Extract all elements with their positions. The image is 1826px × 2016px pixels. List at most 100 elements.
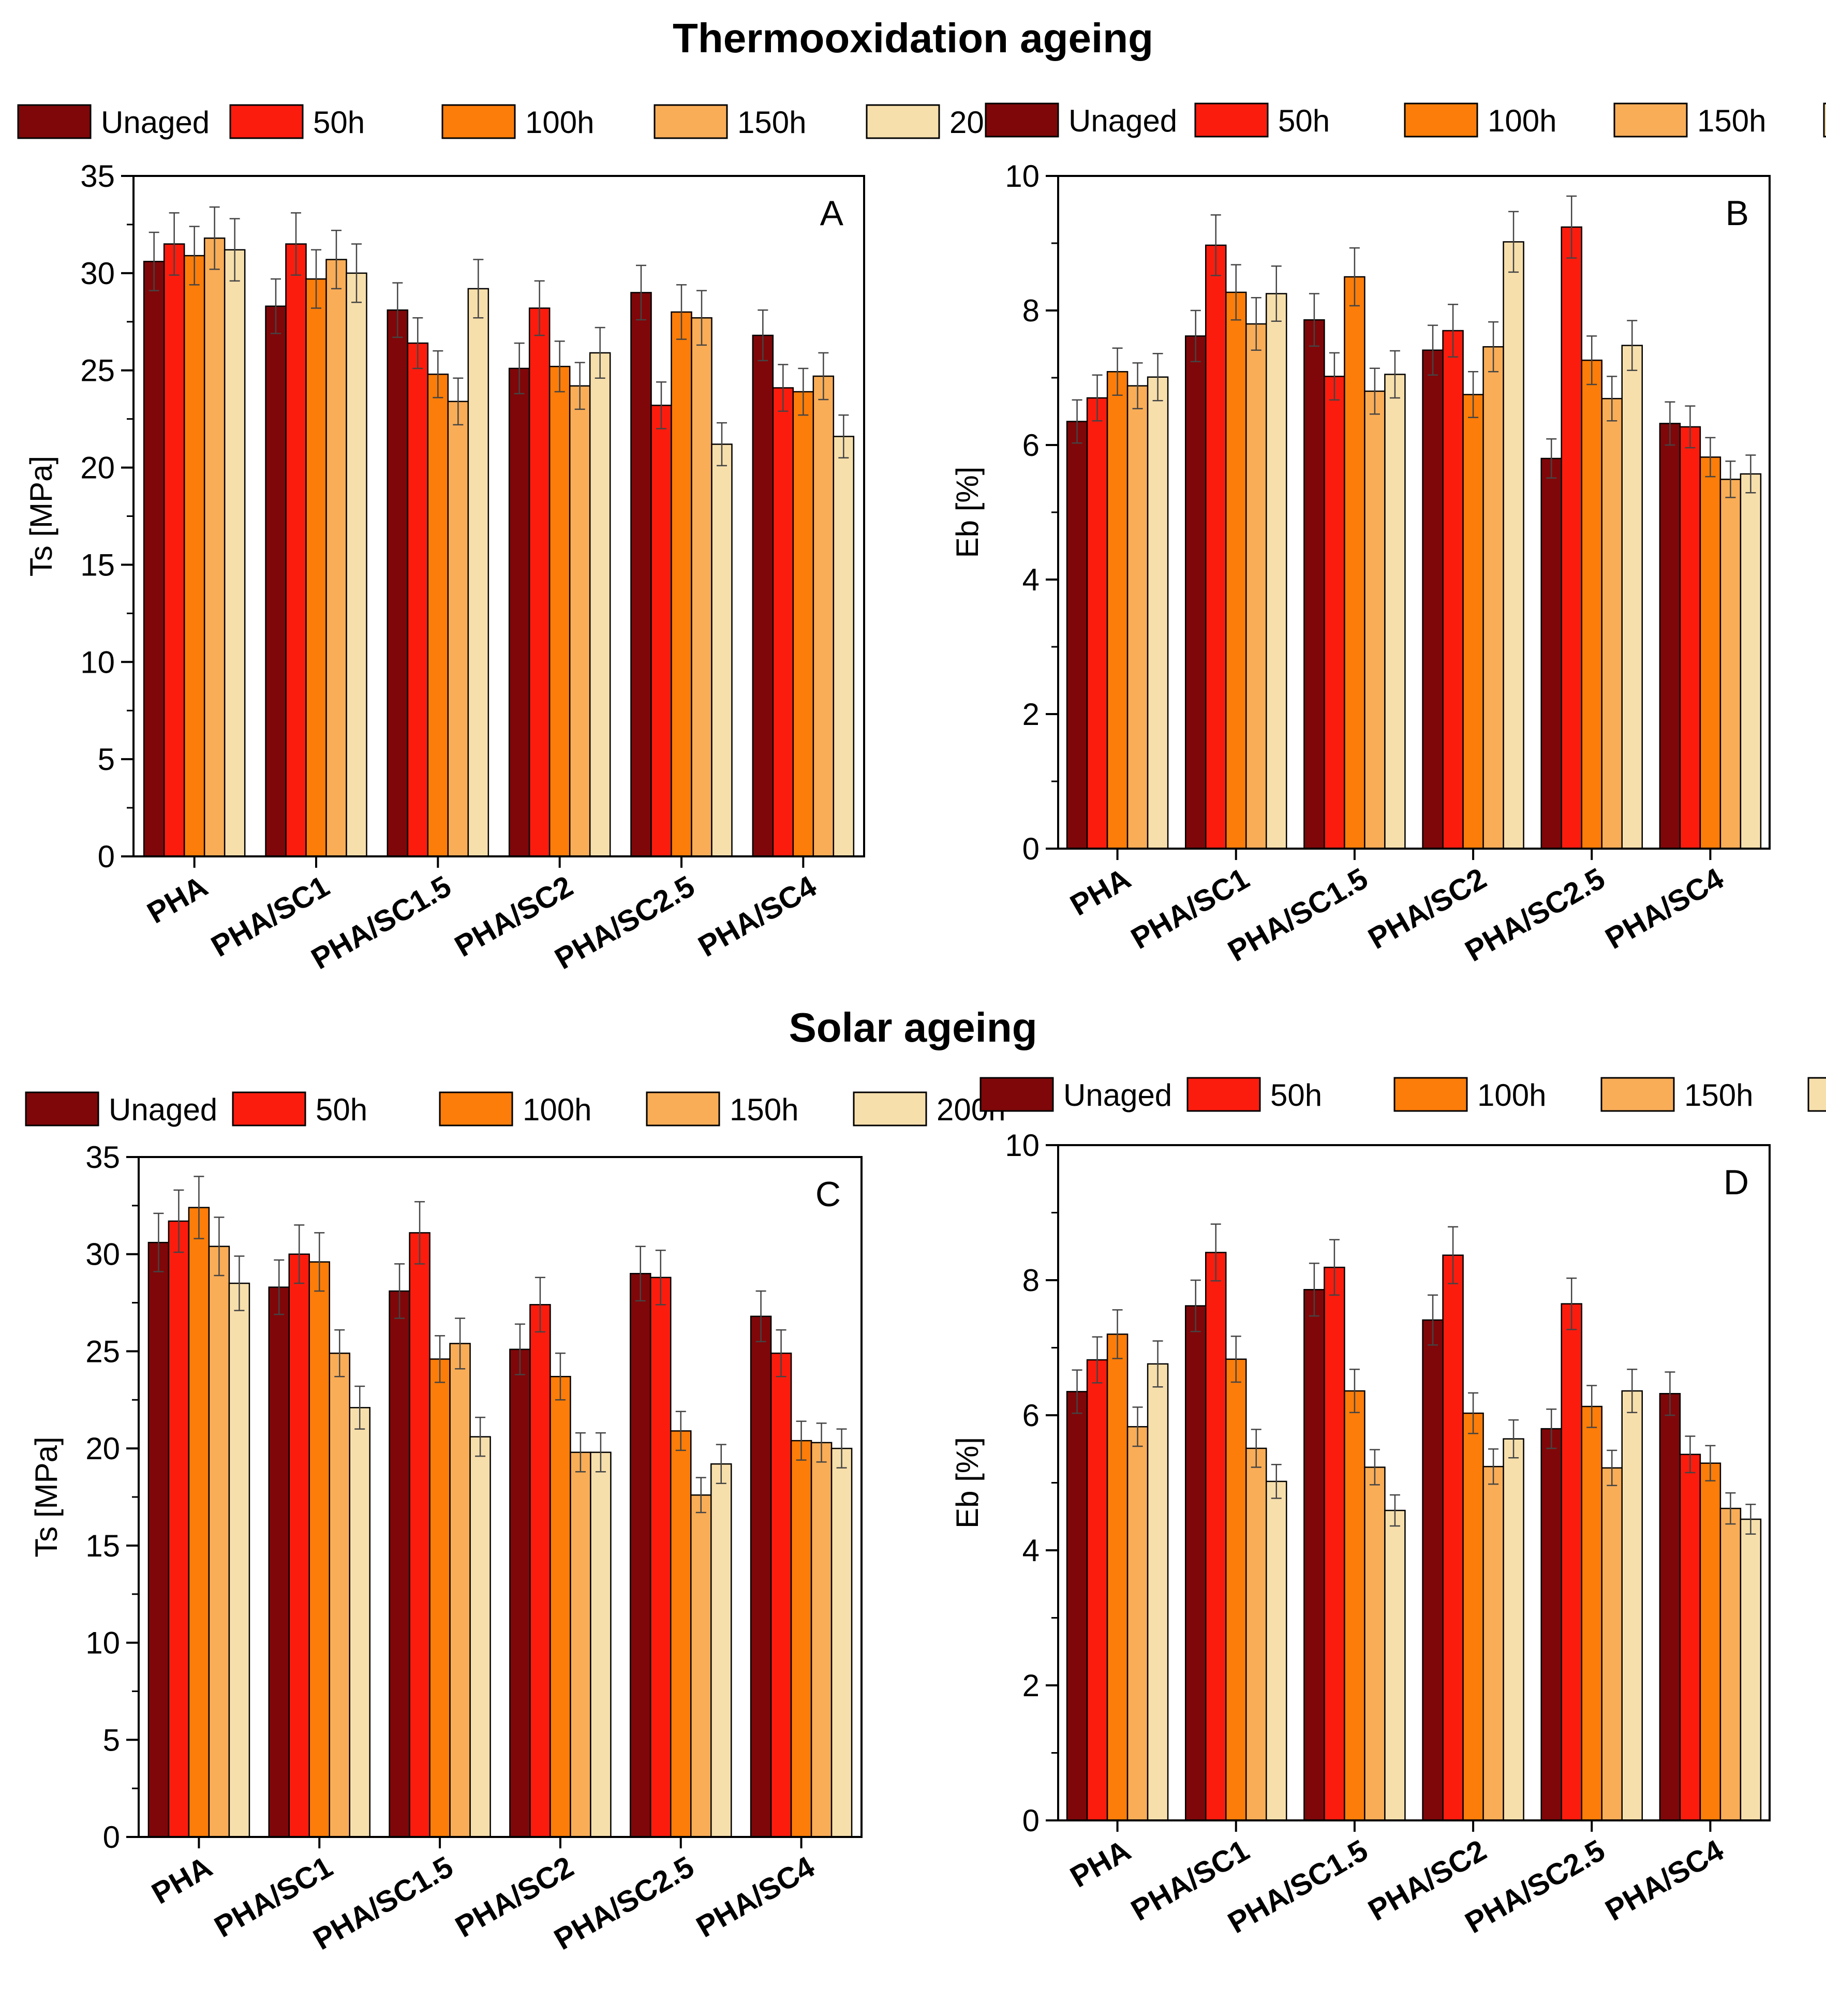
y-axis-label: Ts [MPa] <box>29 1436 64 1557</box>
bar-B-PHA/SC4-200h <box>1740 473 1762 850</box>
bar-C-PHA-100h <box>188 1207 210 1838</box>
legend-swatch-200h <box>1823 102 1826 138</box>
bar-C-PHA/SC2-Unaged <box>509 1348 531 1838</box>
bar-B-PHA/SC2.5-200h <box>1621 345 1643 850</box>
bar-A-PHA/SC4-100h <box>792 391 814 857</box>
legend-label-150h: 150h <box>1697 103 1766 138</box>
x-tick-label-PHA/SC4: PHA/SC4 <box>691 1850 820 1944</box>
bar-B-PHA-50h <box>1086 397 1108 850</box>
y-tick-label: 15 <box>80 547 115 582</box>
bar-D-PHA/SC4-Unaged <box>1659 1392 1681 1821</box>
bar-C-PHA/SC1-50h <box>288 1253 310 1838</box>
bar-A-PHA/SC2-Unaged <box>508 367 530 857</box>
legend-swatch-100h <box>1393 1077 1468 1112</box>
bar-C-PHA-150h <box>208 1246 230 1838</box>
legend-label-100h: 100h <box>525 105 594 140</box>
y-tick-label: 30 <box>85 1237 120 1272</box>
bar-D-PHA/SC1-Unaged <box>1185 1305 1207 1821</box>
legend-swatch-100h <box>441 104 516 139</box>
legend-swatch-Unaged <box>17 104 92 139</box>
bar-B-PHA/SC2-150h <box>1482 346 1504 850</box>
bar-B-PHA/SC1.5-150h <box>1364 390 1386 850</box>
bar-A-PHA/SC1.5-50h <box>407 342 429 857</box>
legend-label-Unaged: Unaged <box>1063 1078 1172 1113</box>
bar-C-PHA/SC2.5-50h <box>650 1277 672 1838</box>
bar-B-PHA/SC4-100h <box>1699 456 1721 850</box>
bar-A-PHA/SC1-Unaged <box>265 305 287 857</box>
y-tick-label: 5 <box>98 742 115 777</box>
legend-swatch-Unaged <box>25 1091 99 1126</box>
y-tick-label: 2 <box>1022 697 1040 732</box>
bar-D-PHA/SC2-100h <box>1462 1412 1484 1821</box>
y-tick-label: 10 <box>80 645 115 679</box>
bar-D-PHA/SC4-50h <box>1679 1454 1701 1821</box>
legend-swatch-150h <box>1600 1077 1675 1112</box>
legend-label-150h: 150h <box>737 105 806 140</box>
y-tick-label: 10 <box>1005 1128 1040 1163</box>
y-axis-label: Eb [%] <box>950 1437 985 1529</box>
legend-swatch-200h <box>866 104 940 139</box>
bar-A-PHA/SC2-200h <box>589 352 611 857</box>
y-tick-label: 25 <box>80 353 115 388</box>
bar-D-PHA/SC1.5-100h <box>1344 1390 1365 1821</box>
bar-C-PHA/SC2-200h <box>590 1451 612 1838</box>
bar-C-PHA/SC4-150h <box>810 1442 833 1838</box>
legend-swatch-100h <box>1404 102 1478 138</box>
bar-C-PHA/SC1.5-100h <box>429 1358 451 1838</box>
bar-A-PHA-Unaged <box>143 261 165 857</box>
bar-D-PHA/SC1.5-150h <box>1364 1466 1386 1821</box>
y-tick-label: 30 <box>80 256 115 291</box>
x-tick-label-PHA: PHA <box>142 869 214 930</box>
bar-C-PHA/SC2-50h <box>529 1304 551 1838</box>
y-tick-label: 8 <box>1022 1263 1040 1298</box>
bar-D-PHA/SC1.5-200h <box>1384 1509 1406 1821</box>
bar-B-PHA/SC4-Unaged <box>1659 423 1681 850</box>
legend-label-100h: 100h <box>1477 1078 1546 1113</box>
bar-D-PHA/SC1.5-50h <box>1324 1266 1345 1821</box>
bar-B-PHA/SC1.5-Unaged <box>1303 319 1325 850</box>
bar-B-PHA/SC1.5-50h <box>1324 376 1345 850</box>
bar-D-PHA/SC1-50h <box>1205 1252 1227 1821</box>
bar-A-PHA/SC1.5-150h <box>447 401 469 857</box>
legend-swatch-Unaged <box>979 1077 1054 1112</box>
bar-A-PHA/SC1-200h <box>346 272 367 857</box>
bar-C-PHA/SC1-200h <box>349 1407 370 1838</box>
y-tick-label: 10 <box>85 1626 120 1661</box>
bar-C-PHA/SC1-100h <box>308 1261 330 1838</box>
legend-swatch-200h <box>1807 1077 1826 1112</box>
legend-label-50h: 50h <box>1270 1078 1322 1113</box>
legend-swatch-200h <box>853 1091 927 1126</box>
bar-C-PHA-200h <box>228 1282 250 1838</box>
bar-A-PHA-150h <box>203 237 226 857</box>
bar-B-PHA/SC1.5-100h <box>1344 276 1365 850</box>
legend-label-50h: 50h <box>316 1092 367 1127</box>
bar-D-PHA-100h <box>1106 1333 1129 1821</box>
bar-D-PHA/SC2.5-50h <box>1561 1303 1582 1821</box>
bar-B-PHA/SC2.5-Unaged <box>1540 457 1562 850</box>
bar-C-PHA/SC2.5-150h <box>690 1494 712 1838</box>
bar-A-PHA-200h <box>224 249 246 857</box>
y-tick-label: 5 <box>103 1723 120 1757</box>
bar-D-PHA/SC2.5-Unaged <box>1540 1428 1562 1821</box>
legend-label-Unaged: Unaged <box>109 1092 217 1127</box>
bar-D-PHA/SC2-200h <box>1503 1438 1524 1821</box>
bar-D-PHA/SC2.5-200h <box>1621 1390 1643 1821</box>
legend-swatch-150h <box>646 1091 720 1126</box>
bar-D-PHA/SC1-150h <box>1245 1447 1267 1821</box>
bar-A-PHA/SC4-200h <box>833 436 855 857</box>
bar-D-PHA/SC2-50h <box>1442 1254 1464 1821</box>
bar-B-PHA/SC2-200h <box>1503 241 1524 850</box>
x-tick-label-PHA: PHA <box>146 1850 218 1911</box>
x-tick-label-PHA/SC2.5: PHA/SC2.5 <box>549 869 700 976</box>
bar-B-PHA/SC2-50h <box>1442 330 1464 850</box>
bar-B-PHA/SC1-100h <box>1225 291 1247 850</box>
bar-C-PHA/SC1.5-50h <box>409 1232 430 1838</box>
bar-D-PHA/SC4-150h <box>1719 1507 1742 1821</box>
bar-B-PHA/SC2-Unaged <box>1422 349 1444 850</box>
bar-A-PHA/SC2.5-100h <box>671 311 692 857</box>
bar-D-PHA/SC2-150h <box>1482 1465 1504 1821</box>
bar-C-PHA/SC4-Unaged <box>750 1315 772 1838</box>
bar-C-PHA/SC2.5-Unaged <box>630 1273 651 1838</box>
bar-C-PHA/SC1.5-200h <box>469 1436 491 1838</box>
bar-C-PHA/SC2.5-100h <box>670 1430 692 1838</box>
